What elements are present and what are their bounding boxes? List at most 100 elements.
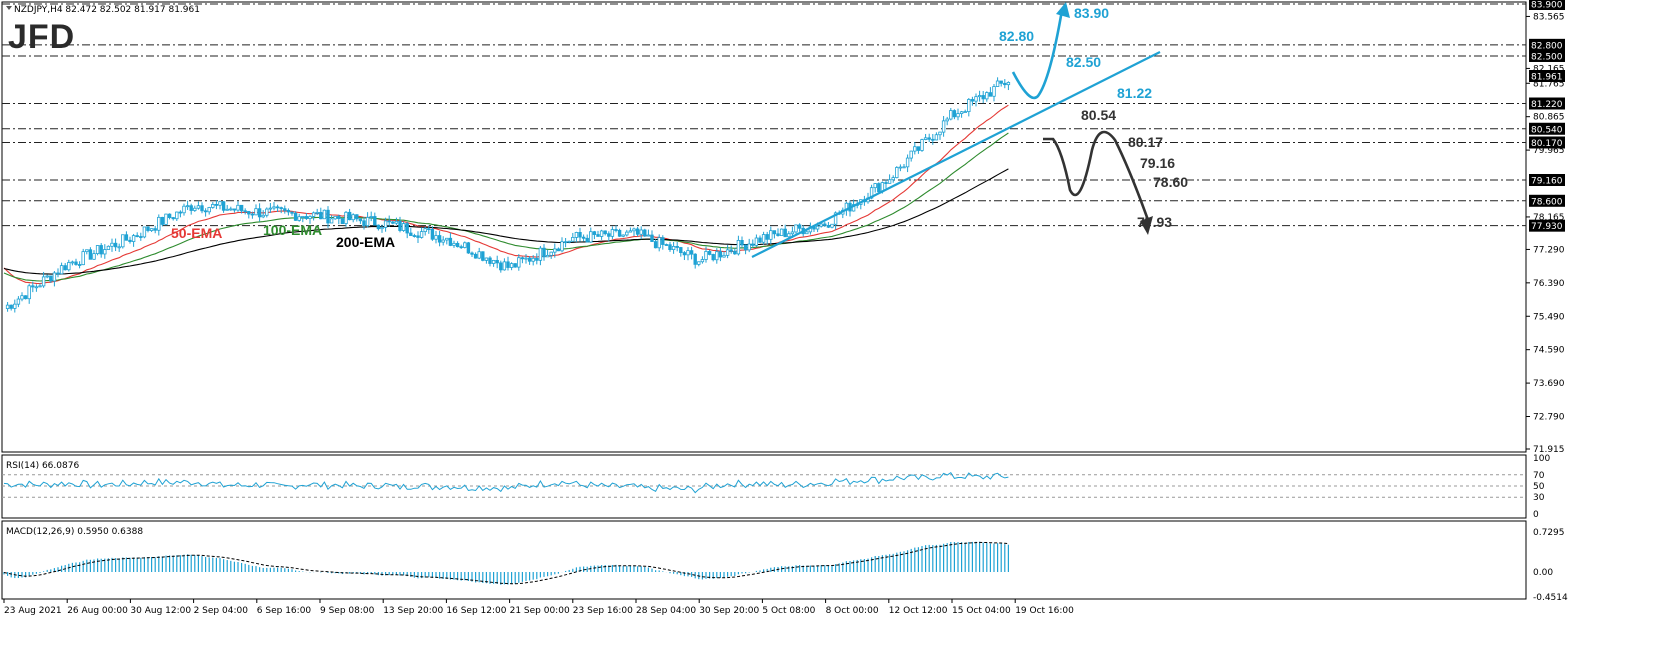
price-tick-label: 78.165 [1533, 213, 1565, 223]
candle-body [193, 207, 197, 211]
candle-body [718, 251, 723, 258]
rsi-tick-label: 100 [1533, 454, 1550, 464]
candle-body [358, 218, 363, 222]
candle-body [556, 248, 561, 252]
candle-body [419, 231, 424, 238]
date-tick-label: 19 Oct 16:00 [1015, 606, 1074, 616]
candle-body [279, 207, 283, 210]
candle-body [693, 253, 697, 265]
candle-body [632, 228, 636, 232]
candle-body [373, 216, 377, 226]
candle-body [477, 251, 481, 259]
candle-body [506, 261, 510, 268]
candle-body [484, 257, 489, 261]
candle-body [455, 242, 460, 248]
candle-body [985, 92, 989, 100]
candle-body [967, 99, 971, 112]
candle-body [52, 272, 57, 282]
candle-body [715, 251, 719, 261]
candle-body [23, 295, 28, 300]
candle-body [409, 232, 413, 236]
candle-body [243, 210, 247, 213]
candle-body [765, 234, 769, 240]
macd-title: MACD(12,26,9) 0.5950 0.6388 [6, 527, 143, 537]
candle-body [103, 249, 107, 255]
candle-body [196, 205, 201, 209]
candle-body [567, 240, 571, 243]
candle-body [1006, 82, 1011, 86]
candle-body [895, 167, 899, 179]
candle-body [679, 247, 683, 253]
price-tick-label: 81.765 [1533, 79, 1565, 89]
candle-body [927, 137, 931, 140]
candle-body [599, 230, 604, 237]
candle-body [146, 226, 150, 231]
candle-body [135, 235, 139, 238]
ema50-label: 50-EMA [171, 225, 222, 241]
candle-body [819, 223, 823, 227]
candle-body [761, 234, 766, 243]
ema100-line [3, 132, 1009, 282]
candle-body [945, 118, 949, 122]
candle-body [628, 230, 633, 233]
price-tick-label: 73.690 [1533, 379, 1565, 389]
symbol-info: NZDJPY,H4 82.472 82.502 81.917 81.961 [14, 5, 200, 15]
candle-body [794, 224, 798, 233]
candle-body [574, 232, 579, 238]
candle-body [722, 254, 726, 258]
candle-body [700, 259, 705, 263]
candle-body [247, 210, 251, 215]
candle-body [729, 249, 733, 252]
candle-body [509, 263, 514, 268]
candle-body [790, 231, 795, 235]
candle-body [283, 208, 287, 211]
candle-body [776, 233, 780, 237]
candle-body [977, 95, 982, 98]
candle-body [661, 237, 665, 245]
candle-body [905, 157, 910, 168]
candle-body [239, 204, 244, 212]
candle-body [754, 237, 759, 246]
candle-body [293, 212, 298, 221]
price-tag [1529, 173, 1565, 186]
candle-body [232, 208, 237, 211]
candle-body [9, 304, 13, 309]
candle-body [733, 250, 737, 255]
candle-body [772, 230, 777, 235]
candle-body [524, 257, 528, 260]
level-82-50: 82.50 [1066, 54, 1101, 70]
date-tick-label: 6 Sep 16:00 [257, 606, 312, 616]
date-tick-label: 30 Sep 20:00 [699, 606, 759, 616]
candle-body [167, 213, 172, 218]
candle-body [470, 252, 474, 255]
ema200-line [3, 168, 1009, 275]
price-tick-label: 82.165 [1533, 64, 1565, 74]
level-79-16: 79.16 [1140, 155, 1175, 171]
candle-body [34, 286, 39, 289]
candle-body [491, 259, 496, 264]
candle-body [830, 223, 834, 228]
candle-body [229, 208, 233, 211]
candle-body [326, 209, 330, 224]
arrow-up-head-icon [1056, 2, 1070, 18]
candle-body [653, 241, 658, 249]
candle-body [412, 235, 417, 237]
ema100-label: 100-EMA [263, 222, 322, 238]
level-82-80: 82.80 [999, 28, 1034, 44]
candle-body [85, 249, 89, 253]
candle-body [27, 285, 31, 300]
candle-body [351, 214, 355, 221]
candle-body [427, 228, 431, 231]
candle-body [99, 245, 103, 255]
dropdown-arrow-icon[interactable] [6, 6, 12, 10]
candle-body [149, 228, 154, 231]
price-tag [1529, 136, 1565, 149]
candle-body [124, 234, 129, 241]
candle-body [423, 228, 427, 233]
candle-body [697, 261, 701, 265]
candle-body [164, 213, 168, 225]
candle-body [452, 242, 456, 246]
candle-body [301, 216, 305, 218]
candle-body [614, 229, 618, 231]
